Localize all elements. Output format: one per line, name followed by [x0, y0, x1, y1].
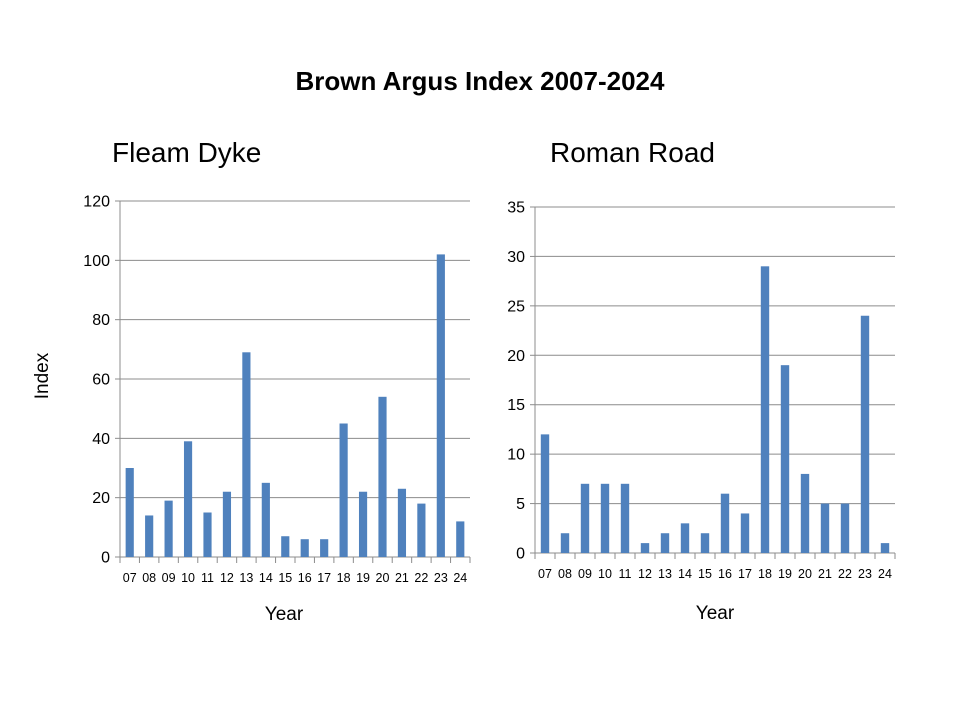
fleam-x-tick-label: 10: [181, 571, 195, 585]
fleam-bar-22: [417, 503, 426, 557]
fleam-y-tick-label: 80: [92, 312, 110, 329]
roman-bar-14: [680, 523, 690, 553]
roman-bar-15: [700, 533, 710, 553]
main-title: Brown Argus Index 2007-2024: [295, 66, 665, 96]
fleam-x-tick-label: 23: [434, 571, 448, 585]
roman-x-tick-label: 20: [798, 567, 812, 581]
fleam-bar-13: [242, 352, 251, 557]
roman-bar-22: [840, 503, 850, 553]
fleam-bar-23: [436, 254, 445, 557]
roman-x-tick-label: 16: [718, 567, 732, 581]
fleam-y-axis-title: Index: [32, 352, 53, 399]
fleam-x-tick-label: 20: [376, 571, 390, 585]
fleam-bar-12: [222, 491, 232, 557]
roman-y-tick-label: 35: [507, 200, 525, 217]
roman-x-axis-title: Year: [696, 603, 735, 624]
fleam-bar-07: [125, 468, 134, 557]
fleam-bar-09: [164, 500, 173, 557]
fleam-x-tick-label: 19: [356, 571, 370, 585]
fleam-x-tick-label: 08: [142, 571, 156, 585]
roman-bar-09: [580, 483, 590, 553]
roman-x-tick-label: 10: [598, 567, 612, 581]
roman-bar-10: [600, 483, 610, 553]
fleam-x-axis-title: Year: [265, 604, 304, 625]
fleam-bar-11: [203, 512, 212, 557]
fleam-bar-08: [145, 515, 154, 557]
roman-y-tick-label: 10: [507, 447, 525, 464]
roman-y-tick-label: 20: [507, 348, 525, 365]
roman-x-tick-label: 22: [838, 567, 852, 581]
roman-x-tick-label: 13: [658, 567, 672, 581]
roman-bar-21: [820, 503, 830, 553]
roman-bar-18: [760, 266, 770, 553]
fleam-y-tick-label: 0: [101, 550, 110, 567]
chart-title-fleam-dyke: Fleam Dyke: [112, 137, 262, 168]
fleam-x-tick-label: 24: [453, 571, 467, 585]
fleam-x-tick-label: 12: [220, 571, 234, 585]
roman-x-tick-label: 15: [698, 567, 712, 581]
fleam-x-tick-label: 14: [259, 571, 273, 585]
fleam-x-tick-label: 16: [298, 571, 312, 585]
fleam-bar-19: [358, 491, 368, 557]
roman-bar-16: [720, 493, 730, 553]
roman-bar-07: [540, 434, 550, 553]
fleam-x-tick-label: 22: [414, 571, 428, 585]
fleam-x-tick-label: 15: [278, 571, 292, 585]
roman-bar-11: [620, 483, 630, 553]
fleam-bar-18: [339, 423, 348, 557]
roman-x-tick-label: 23: [858, 567, 872, 581]
fleam-x-tick-label: 11: [201, 571, 214, 585]
fleam-x-tick-label: 09: [162, 571, 176, 585]
fleam-x-tick-label: 18: [337, 571, 351, 585]
fleam-y-tick-label: 100: [83, 253, 110, 270]
fleam-y-tick-label: 40: [92, 431, 110, 448]
fleam-y-tick-label: 60: [92, 372, 110, 389]
fleam-x-tick-label: 07: [123, 571, 137, 585]
roman-bar-20: [800, 473, 810, 553]
roman-x-tick-label: 24: [878, 567, 892, 581]
fleam-x-tick-label: 17: [317, 571, 331, 585]
chart-title-roman-road: Roman Road: [550, 137, 715, 168]
fleam-bar-20: [378, 396, 387, 557]
roman-x-tick-label: 11: [619, 567, 632, 581]
roman-x-tick-label: 12: [638, 567, 652, 581]
roman-bar-24: [880, 543, 890, 553]
roman-x-tick-label: 21: [818, 567, 832, 581]
fleam-y-tick-label: 120: [83, 194, 110, 211]
fleam-bar-10: [183, 441, 193, 557]
roman-bar-13: [660, 533, 670, 553]
roman-x-tick-label: 17: [738, 567, 752, 581]
fleam-bar-21: [397, 488, 407, 557]
roman-bar-17: [740, 513, 750, 553]
fleam-x-tick-label: 21: [395, 571, 409, 585]
roman-y-tick-label: 25: [507, 298, 525, 315]
roman-y-tick-label: 0: [516, 546, 525, 563]
roman-x-tick-label: 07: [538, 567, 552, 581]
roman-x-tick-label: 09: [578, 567, 592, 581]
roman-y-tick-label: 30: [507, 249, 525, 266]
roman-x-tick-label: 08: [558, 567, 572, 581]
fleam-bar-14: [261, 482, 270, 557]
roman-x-tick-label: 18: [758, 567, 772, 581]
roman-y-tick-label: 15: [507, 397, 525, 414]
fleam-x-tick-label: 13: [239, 571, 253, 585]
roman-y-tick-label: 5: [516, 496, 525, 513]
roman-x-tick-label: 14: [678, 567, 692, 581]
roman-bar-08: [560, 533, 570, 553]
fleam-bar-15: [281, 536, 290, 557]
roman-bar-23: [860, 315, 870, 553]
roman-bar-19: [780, 365, 790, 553]
fleam-bar-24: [456, 521, 465, 557]
fleam-bar-17: [320, 539, 329, 557]
roman-bar-12: [640, 543, 650, 553]
fleam-y-tick-label: 20: [92, 490, 110, 507]
fleam-bar-16: [300, 539, 309, 557]
roman-x-tick-label: 19: [778, 567, 792, 581]
